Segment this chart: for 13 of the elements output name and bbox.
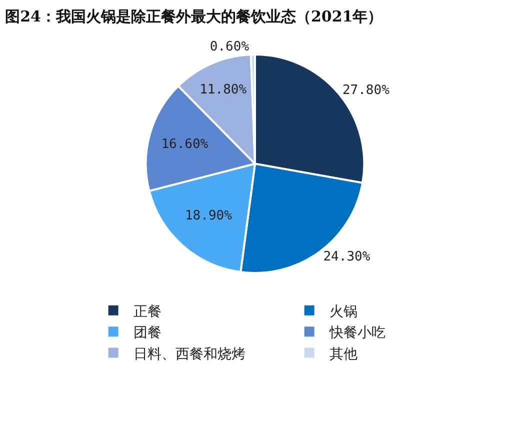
- data-label: 24.30%: [323, 249, 370, 264]
- legend-label: 日料、西餐和烧烤: [133, 346, 246, 362]
- chart-title: 图24：我国火锅是除正餐外最大的餐饮业态（2021年）: [5, 8, 383, 26]
- legend-label: 其他: [329, 346, 358, 362]
- data-label: 18.90%: [184, 208, 232, 224]
- data-label: 16.60%: [161, 136, 208, 152]
- legend-label: 团餐: [133, 325, 162, 342]
- legend-label: 火锅: [329, 304, 358, 320]
- legend-label: 快餐小吃: [328, 325, 386, 342]
- data-label: 0.60%: [210, 40, 250, 55]
- data-label: 27.80%: [342, 83, 390, 98]
- data-label: 11.80%: [200, 82, 247, 98]
- legend-label: 正餐: [133, 304, 162, 320]
